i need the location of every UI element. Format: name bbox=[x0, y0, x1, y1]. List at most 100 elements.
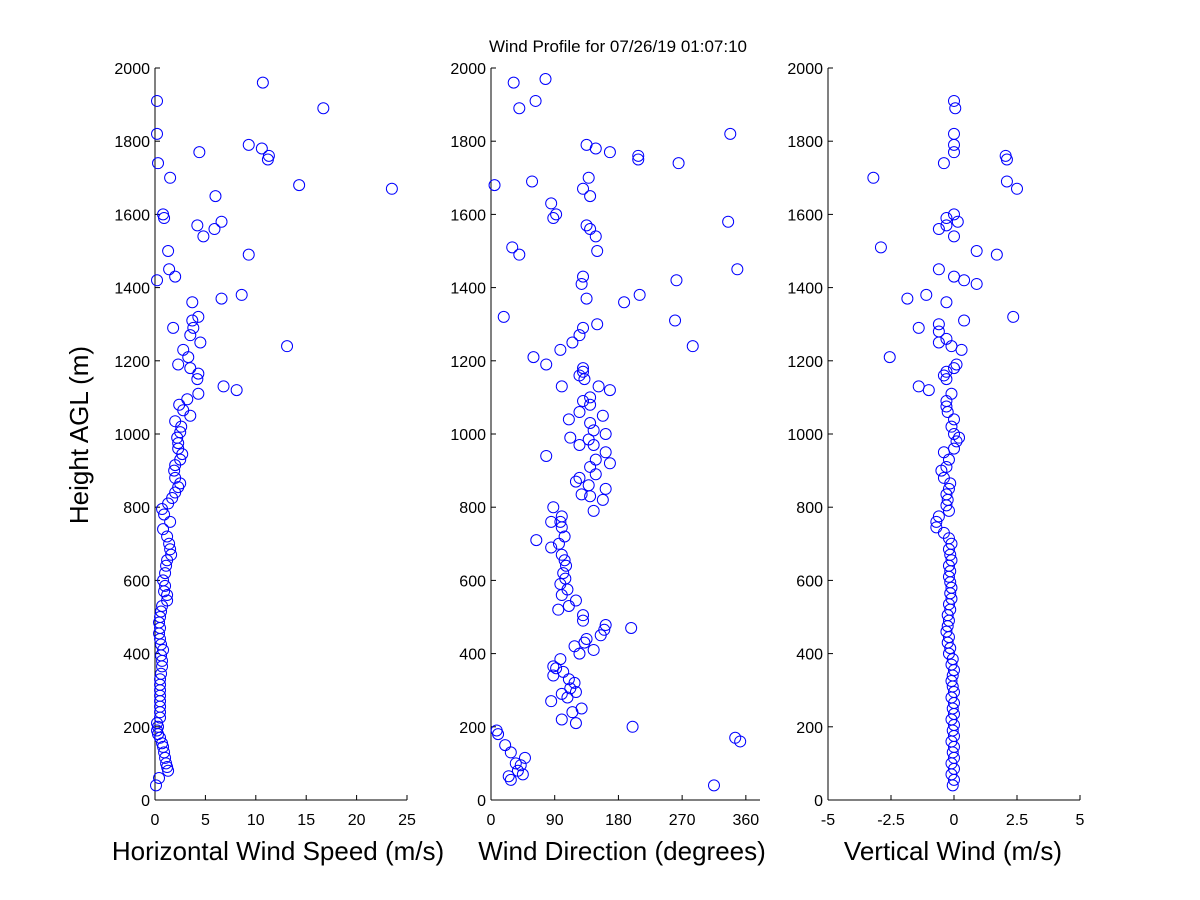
data-point bbox=[209, 224, 220, 235]
data-point bbox=[187, 297, 198, 308]
data-point bbox=[604, 385, 615, 396]
data-point bbox=[182, 394, 193, 405]
data-point bbox=[971, 246, 982, 257]
y-tick-label: 1400 bbox=[450, 281, 486, 298]
y-tick-label: 2000 bbox=[450, 61, 486, 78]
data-point bbox=[576, 489, 587, 500]
data-point bbox=[567, 337, 578, 348]
data-point bbox=[951, 359, 962, 370]
data-point bbox=[600, 429, 611, 440]
data-point bbox=[725, 128, 736, 139]
data-point bbox=[530, 95, 541, 106]
data-point bbox=[500, 740, 511, 751]
y-tick-label: 400 bbox=[796, 647, 823, 664]
data-point bbox=[556, 714, 567, 725]
x-tick-label: 0 bbox=[487, 812, 496, 829]
y-tick-label: 1800 bbox=[450, 134, 486, 151]
y-tick-label: 800 bbox=[796, 500, 823, 517]
panel-vertical: 0200400600800100012001400160018002000-5-… bbox=[787, 61, 1084, 866]
data-point bbox=[210, 191, 221, 202]
data-point bbox=[938, 158, 949, 169]
y-tick-label: 800 bbox=[123, 500, 150, 517]
x-tick-label: -5 bbox=[821, 812, 835, 829]
y-tick-label: 1400 bbox=[787, 281, 823, 298]
data-point bbox=[558, 666, 569, 677]
data-point bbox=[581, 293, 592, 304]
data-point bbox=[193, 311, 204, 322]
data-point bbox=[946, 341, 957, 352]
data-point bbox=[216, 293, 227, 304]
data-point bbox=[578, 271, 589, 282]
data-point bbox=[507, 242, 518, 253]
data-point bbox=[730, 732, 741, 743]
data-point bbox=[153, 158, 164, 169]
data-point bbox=[588, 505, 599, 516]
y-tick-label: 200 bbox=[796, 720, 823, 737]
data-point bbox=[185, 330, 196, 341]
data-point bbox=[597, 410, 608, 421]
data-point bbox=[236, 289, 247, 300]
data-point bbox=[576, 278, 587, 289]
data-point bbox=[604, 458, 615, 469]
data-point bbox=[579, 374, 590, 385]
data-point bbox=[540, 73, 551, 84]
data-point bbox=[956, 344, 967, 355]
data-point bbox=[875, 242, 886, 253]
data-point bbox=[913, 322, 924, 333]
data-point bbox=[933, 326, 944, 337]
data-point bbox=[590, 454, 601, 465]
y-tick-label: 1600 bbox=[450, 207, 486, 224]
data-point bbox=[165, 516, 176, 527]
data-point bbox=[152, 128, 163, 139]
data-point bbox=[527, 176, 538, 187]
data-point bbox=[164, 264, 175, 275]
data-point bbox=[626, 622, 637, 633]
x-tick-label: 5 bbox=[1076, 812, 1085, 829]
data-point bbox=[216, 216, 227, 227]
data-point bbox=[590, 231, 601, 242]
data-point bbox=[959, 275, 970, 286]
data-point bbox=[921, 289, 932, 300]
data-point bbox=[498, 311, 509, 322]
data-point bbox=[514, 249, 525, 260]
data-point bbox=[585, 392, 596, 403]
data-point bbox=[168, 322, 179, 333]
data-point bbox=[588, 644, 599, 655]
x-tick-label: 270 bbox=[669, 812, 696, 829]
data-point bbox=[546, 696, 557, 707]
data-point bbox=[1000, 150, 1011, 161]
y-tick-label: 1000 bbox=[787, 427, 823, 444]
data-point bbox=[231, 385, 242, 396]
y-tick-label: 1800 bbox=[787, 134, 823, 151]
data-point bbox=[551, 209, 562, 220]
data-point bbox=[555, 654, 566, 665]
data-point bbox=[198, 231, 209, 242]
data-point bbox=[565, 432, 576, 443]
data-point bbox=[192, 220, 203, 231]
data-point bbox=[670, 315, 681, 326]
data-point bbox=[913, 381, 924, 392]
data-point bbox=[938, 370, 949, 381]
data-point bbox=[555, 344, 566, 355]
data-point bbox=[951, 436, 962, 447]
data-point bbox=[583, 480, 594, 491]
data-point bbox=[604, 147, 615, 158]
data-point bbox=[592, 319, 603, 330]
y-tick-label: 2000 bbox=[114, 61, 150, 78]
data-point bbox=[949, 128, 960, 139]
data-point bbox=[868, 172, 879, 183]
data-point bbox=[528, 352, 539, 363]
y-tick-label: 0 bbox=[477, 793, 486, 810]
data-point bbox=[386, 183, 397, 194]
data-point bbox=[884, 352, 895, 363]
y-tick-label: 1400 bbox=[114, 281, 150, 298]
data-point bbox=[563, 601, 574, 612]
data-point bbox=[178, 344, 189, 355]
data-point bbox=[949, 139, 960, 150]
x-tick-label: 0 bbox=[151, 812, 160, 829]
data-point bbox=[590, 469, 601, 480]
data-point bbox=[708, 780, 719, 791]
x-axis-title: Horizontal Wind Speed (m/s) bbox=[112, 836, 444, 866]
data-point bbox=[585, 191, 596, 202]
data-point bbox=[185, 410, 196, 421]
